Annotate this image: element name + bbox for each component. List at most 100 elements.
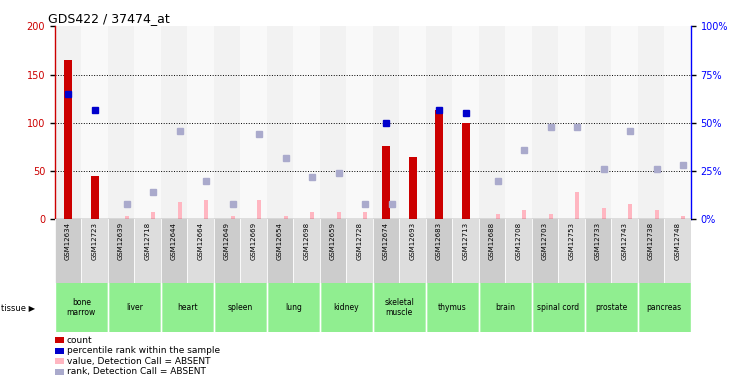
Bar [107,219,135,283]
Text: bone
marrow: bone marrow [67,298,96,317]
Text: kidney: kidney [333,303,359,312]
Text: GSM12723: GSM12723 [91,222,97,260]
Bar [373,219,399,283]
Bar [452,219,479,283]
Bar [151,211,156,219]
Bar [373,283,425,332]
Text: rank, Detection Call = ABSENT: rank, Detection Call = ABSENT [67,367,205,375]
Text: GSM12659: GSM12659 [330,222,336,260]
Text: GSM12713: GSM12713 [463,222,469,260]
Bar [611,26,637,219]
Bar [452,26,479,219]
Bar [558,219,585,283]
Bar [267,219,293,283]
Bar [187,219,213,283]
Bar [585,219,611,283]
Bar [531,26,558,219]
Text: GSM12718: GSM12718 [145,222,151,260]
Bar [664,219,691,283]
Bar [161,26,187,219]
Text: GSM12728: GSM12728 [357,222,363,260]
Bar [479,219,505,283]
Bar [205,200,208,219]
Bar [125,216,129,219]
Bar [531,283,585,332]
Text: spinal cord: spinal cord [537,303,580,312]
Bar [311,211,314,219]
Bar [55,26,81,219]
Text: GSM12708: GSM12708 [515,222,521,260]
Bar [425,26,452,219]
Bar [523,210,526,219]
Bar [382,146,390,219]
Text: GSM12644: GSM12644 [171,222,177,260]
Bar [681,216,686,219]
Text: GSM12683: GSM12683 [436,222,442,260]
Bar [479,26,505,219]
Bar [409,157,417,219]
Bar [602,208,606,219]
Bar [337,211,341,219]
Text: GSM12674: GSM12674 [383,222,389,260]
Bar [107,283,161,332]
Bar [257,200,262,219]
Bar [55,283,107,332]
Bar [107,26,135,219]
Bar [549,214,553,219]
Bar [267,283,319,332]
Text: GSM12649: GSM12649 [224,222,230,260]
Bar [655,210,659,219]
Bar [240,219,267,283]
Bar [399,219,425,283]
Bar [240,26,267,219]
Bar [135,219,161,283]
Bar [558,26,585,219]
Text: GSM12698: GSM12698 [303,222,309,260]
Bar [505,219,531,283]
Text: spleen: spleen [227,303,253,312]
Text: GSM12693: GSM12693 [409,222,415,260]
Bar [319,26,346,219]
Text: GSM12748: GSM12748 [675,222,681,260]
Text: GSM12654: GSM12654 [277,222,283,260]
Text: GSM12634: GSM12634 [65,222,71,260]
Bar [496,214,500,219]
Bar [629,204,632,219]
Bar [435,110,443,219]
Text: pancreas: pancreas [647,303,682,312]
Bar [213,26,240,219]
Bar [319,283,373,332]
Bar [346,219,373,283]
Text: count: count [67,336,92,345]
Text: GSM12733: GSM12733 [595,222,601,260]
Bar [585,283,637,332]
Bar [81,219,108,283]
Bar [267,26,293,219]
Bar [575,192,580,219]
Text: prostate: prostate [595,303,627,312]
Bar [161,219,187,283]
Bar [425,219,452,283]
Bar [293,219,319,283]
Bar [425,283,479,332]
Text: GDS422 / 37474_at: GDS422 / 37474_at [48,12,170,25]
Bar [178,202,182,219]
Bar [373,26,399,219]
Text: GSM12688: GSM12688 [489,222,495,260]
Bar [231,216,235,219]
Bar [213,219,240,283]
Bar [135,26,161,219]
Bar [213,283,267,332]
Text: brain: brain [496,303,515,312]
Bar [637,219,664,283]
Text: lung: lung [285,303,302,312]
Text: liver: liver [126,303,143,312]
Text: tissue ▶: tissue ▶ [1,303,36,312]
Bar [399,26,425,219]
Bar [637,26,664,219]
Bar [461,123,469,219]
Bar [505,26,531,219]
Text: GSM12703: GSM12703 [542,222,548,260]
Bar [585,26,611,219]
Bar [284,216,288,219]
